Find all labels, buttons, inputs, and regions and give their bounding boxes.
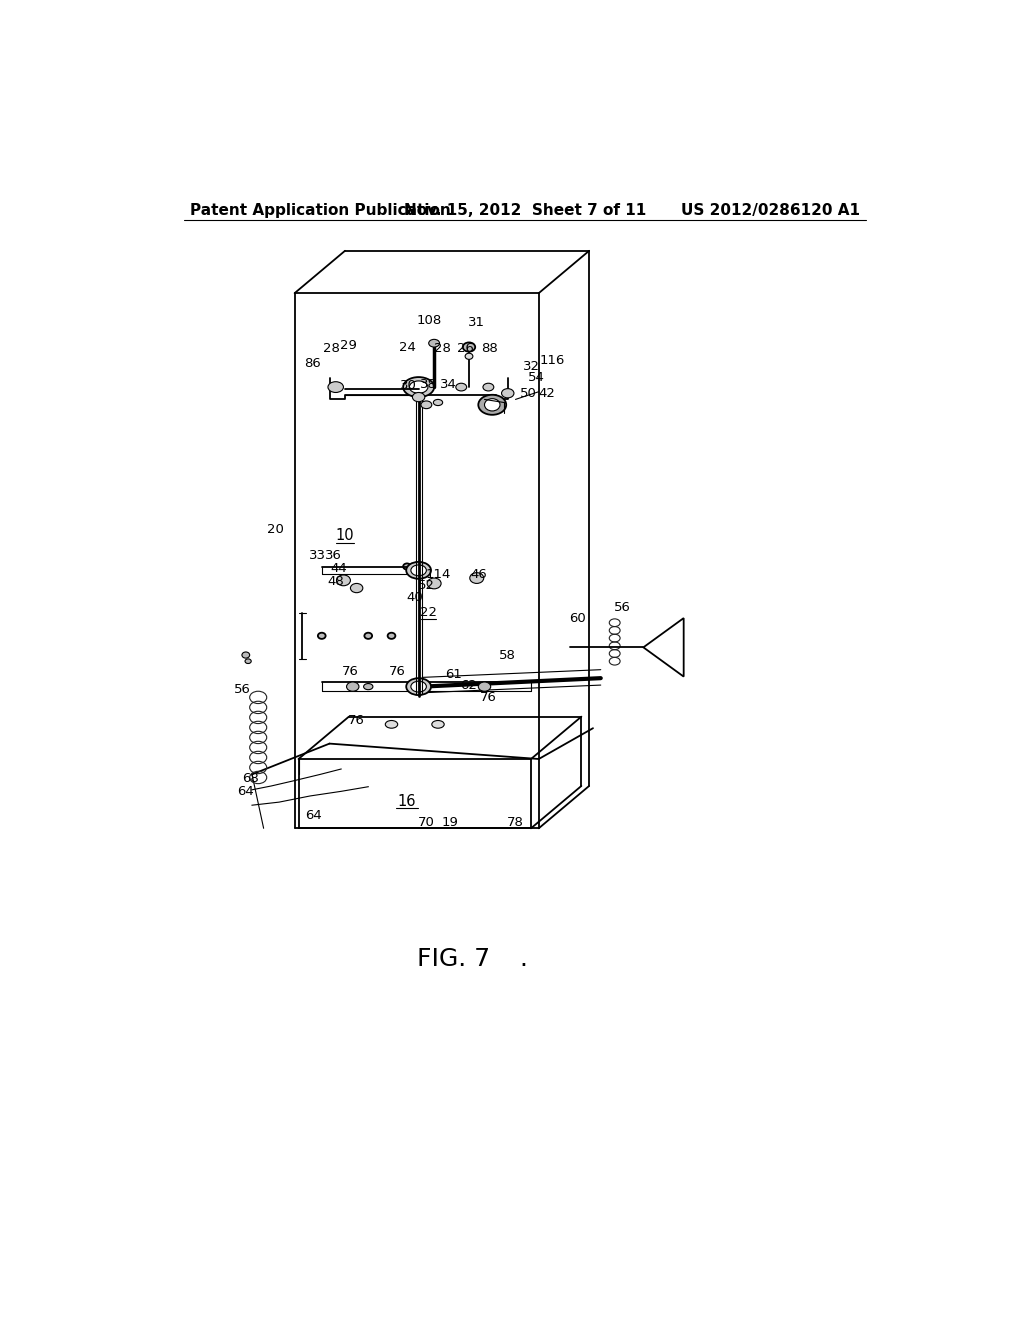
- Text: 88: 88: [481, 342, 498, 355]
- Ellipse shape: [403, 564, 411, 570]
- Text: 54: 54: [528, 371, 545, 384]
- Text: 86: 86: [304, 358, 321, 371]
- Ellipse shape: [470, 573, 483, 583]
- Text: 76: 76: [348, 714, 366, 727]
- Text: 36: 36: [325, 549, 342, 562]
- Ellipse shape: [388, 632, 395, 639]
- Ellipse shape: [463, 342, 475, 351]
- Text: 20: 20: [267, 523, 284, 536]
- Ellipse shape: [242, 652, 250, 659]
- Text: 62: 62: [461, 678, 477, 692]
- Ellipse shape: [411, 565, 426, 576]
- Ellipse shape: [478, 395, 506, 414]
- Text: 24: 24: [398, 341, 416, 354]
- Text: 34: 34: [439, 378, 457, 391]
- Text: 44: 44: [331, 562, 347, 576]
- Ellipse shape: [413, 392, 425, 401]
- Text: 114: 114: [425, 568, 451, 581]
- Text: 76: 76: [480, 690, 497, 704]
- Text: 46: 46: [471, 568, 487, 581]
- Text: 61: 61: [445, 668, 462, 681]
- Ellipse shape: [385, 721, 397, 729]
- Text: 116: 116: [540, 354, 565, 367]
- Ellipse shape: [407, 678, 431, 696]
- Ellipse shape: [427, 578, 441, 589]
- Text: 108: 108: [416, 314, 441, 326]
- Ellipse shape: [429, 339, 439, 347]
- Bar: [299, 759, 531, 829]
- Ellipse shape: [421, 401, 432, 409]
- Text: 19: 19: [441, 816, 458, 829]
- Ellipse shape: [346, 682, 359, 692]
- Text: US 2012/0286120 A1: US 2012/0286120 A1: [681, 203, 859, 218]
- Text: 30: 30: [400, 379, 417, 392]
- Text: 76: 76: [389, 665, 407, 677]
- Text: 40: 40: [407, 591, 423, 603]
- Text: FIG. 7: FIG. 7: [417, 948, 490, 972]
- Ellipse shape: [403, 378, 434, 397]
- Text: 60: 60: [569, 612, 586, 626]
- Text: 50: 50: [520, 387, 538, 400]
- Ellipse shape: [478, 682, 490, 692]
- Ellipse shape: [502, 388, 514, 397]
- Text: 38: 38: [420, 378, 437, 391]
- Text: Nov. 15, 2012  Sheet 7 of 11: Nov. 15, 2012 Sheet 7 of 11: [403, 203, 646, 218]
- Text: 29: 29: [340, 339, 357, 352]
- Ellipse shape: [465, 354, 473, 359]
- Ellipse shape: [407, 562, 431, 578]
- Ellipse shape: [484, 399, 500, 411]
- Text: Patent Application Publication: Patent Application Publication: [190, 203, 451, 218]
- Ellipse shape: [483, 383, 494, 391]
- Ellipse shape: [337, 576, 350, 586]
- Ellipse shape: [364, 684, 373, 689]
- Text: 22: 22: [420, 606, 437, 619]
- Text: 16: 16: [397, 793, 416, 809]
- Text: 42: 42: [538, 387, 555, 400]
- Text: 31: 31: [468, 315, 485, 329]
- Text: 26: 26: [457, 342, 473, 355]
- Text: .: .: [519, 948, 527, 972]
- Text: 28: 28: [434, 342, 452, 355]
- Ellipse shape: [432, 721, 444, 729]
- Ellipse shape: [245, 659, 251, 664]
- Ellipse shape: [411, 681, 426, 692]
- Text: 76: 76: [342, 665, 358, 677]
- Ellipse shape: [365, 632, 372, 639]
- Text: 28: 28: [324, 342, 340, 355]
- Text: 10: 10: [336, 528, 354, 544]
- Ellipse shape: [317, 632, 326, 639]
- Text: 52: 52: [418, 579, 435, 593]
- Text: 56: 56: [614, 601, 631, 614]
- Text: 70: 70: [418, 816, 435, 829]
- Text: 33: 33: [309, 549, 327, 562]
- Ellipse shape: [328, 381, 343, 392]
- Ellipse shape: [416, 564, 422, 569]
- Text: 64: 64: [305, 809, 323, 822]
- Text: 48: 48: [328, 576, 344, 589]
- Ellipse shape: [410, 381, 428, 393]
- Text: 64: 64: [238, 785, 254, 797]
- Text: 78: 78: [507, 816, 524, 829]
- Ellipse shape: [456, 383, 467, 391]
- Ellipse shape: [350, 583, 362, 593]
- Text: 56: 56: [234, 684, 251, 696]
- Ellipse shape: [433, 400, 442, 405]
- Text: 68: 68: [242, 772, 259, 785]
- Text: 32: 32: [522, 360, 540, 372]
- Text: 58: 58: [500, 648, 516, 661]
